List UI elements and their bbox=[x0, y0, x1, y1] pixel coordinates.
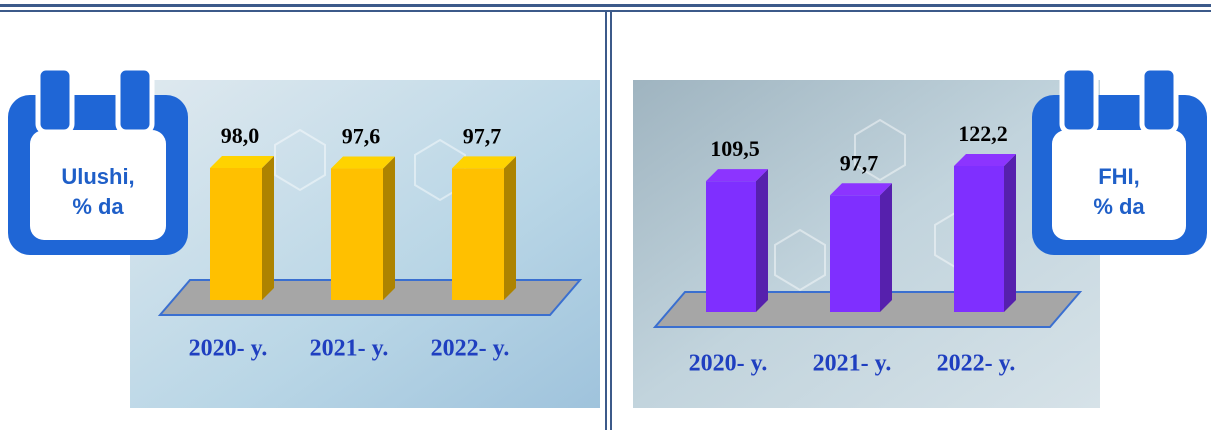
bar-side bbox=[1004, 154, 1016, 312]
bar bbox=[830, 195, 880, 312]
bar-side bbox=[262, 156, 274, 300]
data-label: 122,2 bbox=[958, 121, 1008, 146]
x-tick-label: 2021- y. bbox=[813, 351, 892, 377]
bar-side bbox=[756, 169, 768, 312]
x-tick-label: 2021- y. bbox=[310, 336, 389, 362]
calendar-icon: FHI, % da bbox=[1032, 68, 1207, 255]
bar bbox=[452, 168, 504, 300]
icon-label: % da bbox=[72, 194, 124, 219]
x-tick-label: 2020- y. bbox=[689, 351, 768, 377]
bar bbox=[706, 181, 756, 312]
data-label: 98,0 bbox=[221, 123, 260, 148]
data-label: 97,7 bbox=[463, 123, 502, 148]
icon-label: % da bbox=[1093, 194, 1145, 219]
calendar-icon: Ulushi, % da bbox=[8, 68, 188, 255]
bar bbox=[954, 166, 1004, 312]
icon-label: FHI, bbox=[1098, 164, 1140, 189]
bar bbox=[210, 168, 262, 300]
bar-side bbox=[504, 156, 516, 300]
bar bbox=[331, 169, 383, 300]
x-tick-label: 2022- y. bbox=[431, 336, 510, 362]
x-tick-label: 2020- y. bbox=[189, 336, 268, 362]
icon-label: Ulushi, bbox=[61, 164, 134, 189]
bar-side bbox=[383, 157, 395, 300]
data-label: 97,7 bbox=[840, 150, 879, 175]
data-label: 109,5 bbox=[710, 136, 760, 161]
x-tick-label: 2022- y. bbox=[937, 351, 1016, 377]
bar-side bbox=[880, 183, 892, 312]
data-label: 97,6 bbox=[342, 124, 381, 149]
page: Ulushi, % da FHI, % da 98,0 2020- y. 97,6 2… bbox=[0, 0, 1211, 430]
